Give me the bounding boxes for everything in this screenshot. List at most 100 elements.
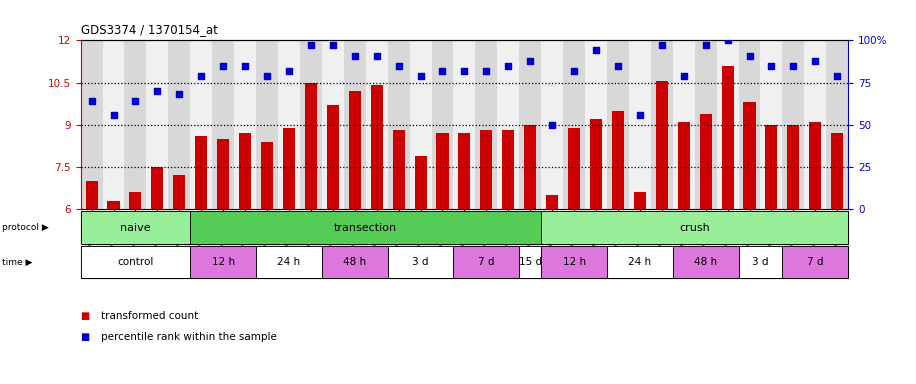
Bar	[524, 125, 536, 209]
Text: 7 d: 7 d	[807, 257, 823, 267]
Text: 24 h: 24 h	[628, 257, 651, 267]
Bar	[256, 246, 322, 278]
Point	[611, 63, 626, 69]
Bar	[475, 40, 497, 209]
Bar	[766, 125, 778, 209]
Text: transection: transection	[334, 222, 398, 233]
Bar	[672, 246, 738, 278]
Bar	[563, 40, 585, 209]
Text: 12 h: 12 h	[212, 257, 234, 267]
Bar	[502, 131, 514, 209]
Bar	[497, 40, 519, 209]
Text: protocol ▶: protocol ▶	[2, 223, 49, 232]
Text: 15 d: 15 d	[518, 257, 541, 267]
Bar	[191, 40, 213, 209]
Bar	[107, 201, 119, 209]
Bar	[722, 66, 734, 209]
Bar	[365, 40, 387, 209]
Point	[589, 47, 604, 53]
Point	[479, 68, 494, 74]
Text: GDS3374 / 1370154_at: GDS3374 / 1370154_at	[81, 23, 217, 36]
Bar	[480, 131, 493, 209]
Point	[238, 63, 253, 69]
Bar	[213, 40, 234, 209]
Bar	[568, 127, 580, 209]
Bar	[612, 111, 624, 209]
Bar	[81, 40, 103, 209]
Bar	[387, 40, 409, 209]
Point	[281, 68, 296, 74]
Bar	[344, 40, 365, 209]
Bar	[85, 181, 98, 209]
Bar	[129, 192, 141, 209]
Point	[764, 63, 779, 69]
Bar	[431, 40, 453, 209]
Bar	[387, 246, 453, 278]
Point	[347, 53, 362, 59]
Bar	[651, 40, 672, 209]
Bar	[700, 114, 712, 209]
Bar	[322, 246, 387, 278]
Bar	[782, 246, 848, 278]
Point	[830, 73, 845, 79]
Bar	[191, 211, 541, 244]
Text: time ▶: time ▶	[2, 258, 32, 266]
Bar	[810, 122, 822, 209]
Bar	[782, 40, 804, 209]
Point	[413, 73, 428, 79]
Bar	[629, 40, 651, 209]
Point	[150, 88, 165, 94]
Bar	[607, 40, 629, 209]
Point	[501, 63, 516, 69]
Bar	[409, 40, 431, 209]
Bar	[191, 246, 256, 278]
Point	[216, 63, 231, 69]
Point	[654, 42, 669, 48]
Point	[391, 63, 406, 69]
Point	[457, 68, 472, 74]
Bar	[239, 133, 251, 209]
Point	[172, 91, 187, 98]
Text: 3 d: 3 d	[412, 257, 429, 267]
Text: control: control	[117, 257, 154, 267]
Text: 24 h: 24 h	[278, 257, 300, 267]
Text: percentile rank within the sample: percentile rank within the sample	[101, 332, 277, 342]
Point	[567, 68, 582, 74]
Bar	[738, 246, 782, 278]
Text: 7 d: 7 d	[478, 257, 495, 267]
Point	[808, 58, 823, 64]
Bar	[519, 40, 541, 209]
Point	[128, 98, 143, 104]
Bar	[261, 142, 273, 209]
Bar	[678, 122, 690, 209]
Text: naive: naive	[120, 222, 151, 233]
Bar	[125, 40, 147, 209]
Bar	[217, 139, 229, 209]
Bar	[103, 40, 125, 209]
Bar	[393, 131, 405, 209]
Bar	[415, 156, 427, 209]
Bar	[283, 127, 295, 209]
Bar	[147, 40, 169, 209]
Text: ■: ■	[81, 332, 90, 342]
Point	[303, 42, 318, 48]
Bar	[256, 40, 278, 209]
Bar	[519, 246, 541, 278]
Bar	[458, 133, 471, 209]
Point	[698, 42, 713, 48]
Bar	[694, 40, 716, 209]
Bar	[546, 195, 558, 209]
Point	[260, 73, 275, 79]
Point	[435, 68, 450, 74]
Bar	[195, 136, 207, 209]
Point	[742, 53, 757, 59]
Bar	[173, 175, 185, 209]
Bar	[744, 102, 756, 209]
Point	[523, 58, 538, 64]
Bar	[760, 40, 782, 209]
Bar	[234, 40, 256, 209]
Point	[545, 122, 560, 128]
Bar	[607, 246, 672, 278]
Bar	[585, 40, 607, 209]
Text: 48 h: 48 h	[344, 257, 366, 267]
